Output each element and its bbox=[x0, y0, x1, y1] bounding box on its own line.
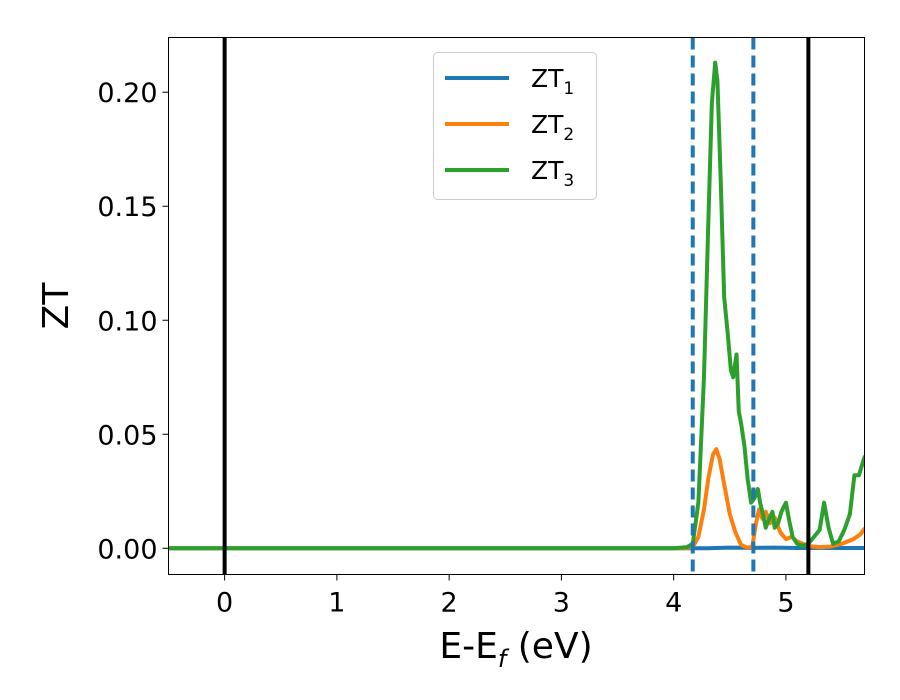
y-tick-label: 0.10 bbox=[97, 306, 157, 337]
legend-label-zt2: ZT2 bbox=[531, 110, 574, 145]
legend-label-zt3: ZT3 bbox=[531, 156, 574, 191]
series-line-zt2 bbox=[168, 447, 865, 551]
y-tick-label: 0.20 bbox=[97, 78, 157, 109]
legend: ZT1 ZT2 ZT3 bbox=[433, 52, 597, 200]
y-tick-label: 0.00 bbox=[97, 534, 157, 565]
y-axis-label: ZT bbox=[36, 282, 77, 330]
series-line-zt3 bbox=[168, 60, 865, 551]
y-tick-label: 0.05 bbox=[97, 420, 157, 451]
plot-area-frame bbox=[168, 37, 865, 575]
x-tick-label: 5 bbox=[777, 588, 794, 619]
x-axis-label: E-Ef (eV) bbox=[439, 626, 592, 673]
legend-frame bbox=[433, 52, 597, 200]
y-axis: 0.00 0.05 0.10 0.15 0.20 bbox=[97, 78, 169, 565]
legend-label-zt1: ZT1 bbox=[531, 64, 574, 99]
x-tick-label: 0 bbox=[216, 588, 233, 619]
x-tick-label: 4 bbox=[665, 588, 682, 619]
x-tick-label: 1 bbox=[328, 588, 345, 619]
series-lines bbox=[168, 60, 865, 551]
x-axis: 0 1 2 3 4 5 bbox=[216, 574, 795, 619]
x-tick-label: 3 bbox=[553, 588, 570, 619]
reference-lines bbox=[222, 37, 811, 575]
y-tick-label: 0.15 bbox=[97, 192, 157, 223]
x-tick-label: 2 bbox=[441, 588, 458, 619]
